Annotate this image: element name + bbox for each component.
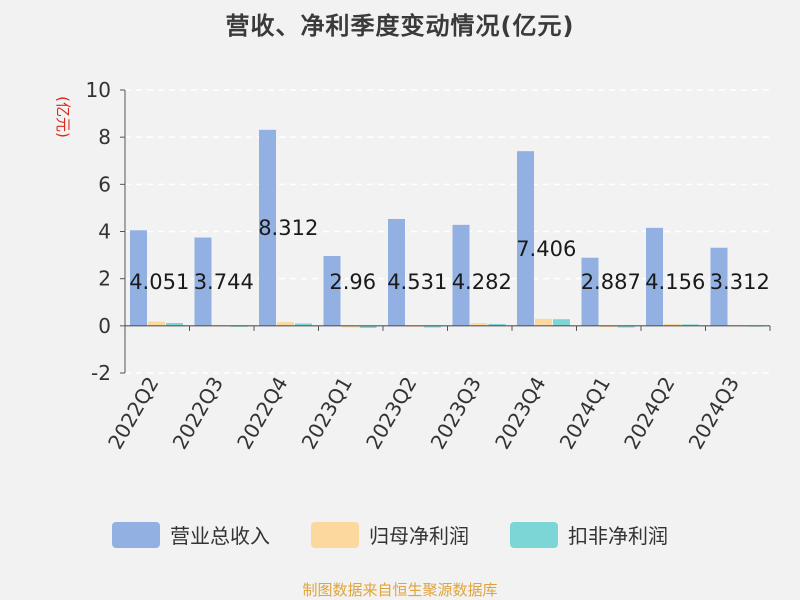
- bar-营业总收入-2022Q2: [130, 230, 147, 326]
- bar-归母净利润-2024Q2: [664, 323, 681, 326]
- bar-扣非净利润-2023Q4: [553, 319, 570, 326]
- bar-扣非净利润-2023Q3: [488, 323, 506, 326]
- bar-扣非净利润-2022Q2: [166, 323, 183, 326]
- y-tick-label: -2: [91, 361, 111, 385]
- legend-swatch: [510, 522, 558, 548]
- y-axis-label: (亿元): [54, 96, 72, 138]
- data-label: 3.312: [710, 270, 770, 294]
- bar-营业总收入-2022Q4: [259, 129, 276, 326]
- y-tick-label: 4: [98, 220, 111, 244]
- y-tick-label: 10: [86, 78, 111, 102]
- bar-扣非净利润-2024Q1: [617, 325, 635, 328]
- chart-title: 营收、净利季度变动情况(亿元): [225, 12, 575, 40]
- bar-归母净利润-2023Q4: [535, 318, 552, 326]
- y-tick-label: 0: [98, 314, 111, 338]
- x-tick-label: 2022Q4: [232, 373, 292, 454]
- bar-营业总收入-2023Q4: [517, 151, 534, 326]
- x-tick-label: 2024Q3: [684, 373, 744, 454]
- x-tick-label: 2024Q1: [555, 373, 615, 454]
- data-label: 4.051: [129, 270, 189, 294]
- x-tick-label: 2023Q1: [297, 373, 357, 454]
- x-tick-label: 2022Q2: [103, 373, 163, 454]
- data-label: 4.531: [387, 270, 447, 294]
- bar-扣非净利润-2023Q1: [359, 325, 377, 328]
- data-label: 3.744: [194, 270, 254, 294]
- bar-营业总收入-2023Q3: [452, 224, 470, 326]
- bar-归母净利润-2023Q3: [470, 323, 488, 326]
- x-tick-label: 2023Q4: [490, 373, 550, 454]
- legend-label: 扣非净利润: [568, 524, 668, 548]
- bar-营业总收入-2024Q2: [646, 227, 663, 326]
- y-tick-label: 2: [98, 267, 111, 291]
- data-label: 4.156: [645, 270, 705, 294]
- data-label: 7.406: [516, 237, 576, 261]
- bar-营业总收入-2024Q3: [710, 247, 728, 326]
- data-label: 2.887: [581, 270, 641, 294]
- bar-营业总收入-2024Q1: [581, 257, 599, 326]
- bar-归母净利润-2022Q2: [148, 321, 165, 326]
- legend-label: 营业总收入: [170, 524, 270, 548]
- bar-营业总收入-2022Q3: [194, 237, 212, 326]
- bar-营业总收入-2023Q1: [323, 256, 341, 326]
- bar-营业总收入-2023Q2: [388, 218, 405, 326]
- data-label: 8.312: [258, 216, 318, 240]
- legend-swatch: [112, 522, 160, 548]
- bar-扣非净利润-2022Q4: [295, 323, 312, 326]
- bar-归母净利润-2022Q4: [277, 322, 294, 326]
- legend-label: 归母净利润: [369, 524, 469, 548]
- x-tick-label: 2022Q3: [168, 373, 228, 454]
- y-tick-label: 8: [98, 125, 111, 149]
- bar-归母净利润-2023Q1: [341, 325, 359, 328]
- data-source-note: 制图数据来自恒生聚源数据库: [302, 581, 498, 599]
- y-tick-label: 6: [98, 172, 111, 196]
- bar-扣非净利润-2024Q2: [682, 324, 699, 326]
- x-tick-label: 2023Q3: [426, 373, 486, 454]
- x-tick-label: 2024Q2: [619, 373, 679, 454]
- data-label: 2.96: [329, 270, 376, 294]
- data-label: 4.282: [452, 270, 512, 294]
- legend-swatch: [311, 522, 359, 548]
- x-tick-label: 2023Q2: [361, 373, 421, 454]
- bar-扣非净利润-2023Q2: [424, 325, 441, 328]
